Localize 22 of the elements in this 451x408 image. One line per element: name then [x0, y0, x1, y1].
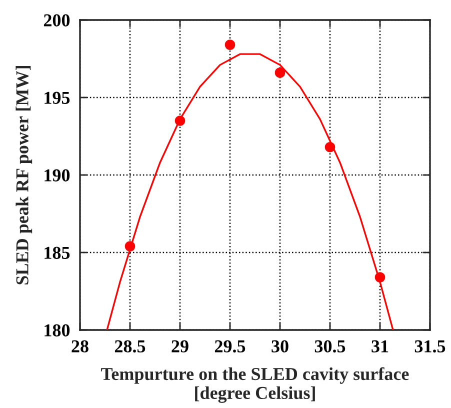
point: [324, 142, 336, 152]
point: [374, 272, 386, 282]
x-tick-label: 30.5: [314, 340, 346, 353]
x-tick-label: 29.5: [214, 340, 246, 353]
x-tick-label: 30: [272, 340, 288, 352]
y-tick-label: 200: [44, 14, 70, 26]
point: [124, 241, 136, 252]
line-series: [106, 53, 394, 330]
x-tick-label: 29: [172, 340, 188, 352]
y-tick-label: 190: [44, 169, 70, 182]
x-tick-label: 31: [372, 340, 388, 352]
y-tick-label: 195: [44, 92, 70, 104]
x-tick-label: 31.5: [414, 340, 446, 353]
x-axis-title: Tempurture on the SLED cavity surface [degree Celsius]: [101, 367, 409, 403]
y-tick-label: 185: [44, 246, 70, 259]
x-tick-label: 28.5: [114, 340, 146, 353]
point: [274, 68, 286, 78]
point: [224, 40, 236, 50]
x-tick-label: 28: [72, 340, 88, 352]
y-axis-title: SLED peak RF power [MW]: [16, 66, 32, 284]
point: [174, 116, 186, 126]
y-tick-label: 180: [44, 324, 70, 336]
